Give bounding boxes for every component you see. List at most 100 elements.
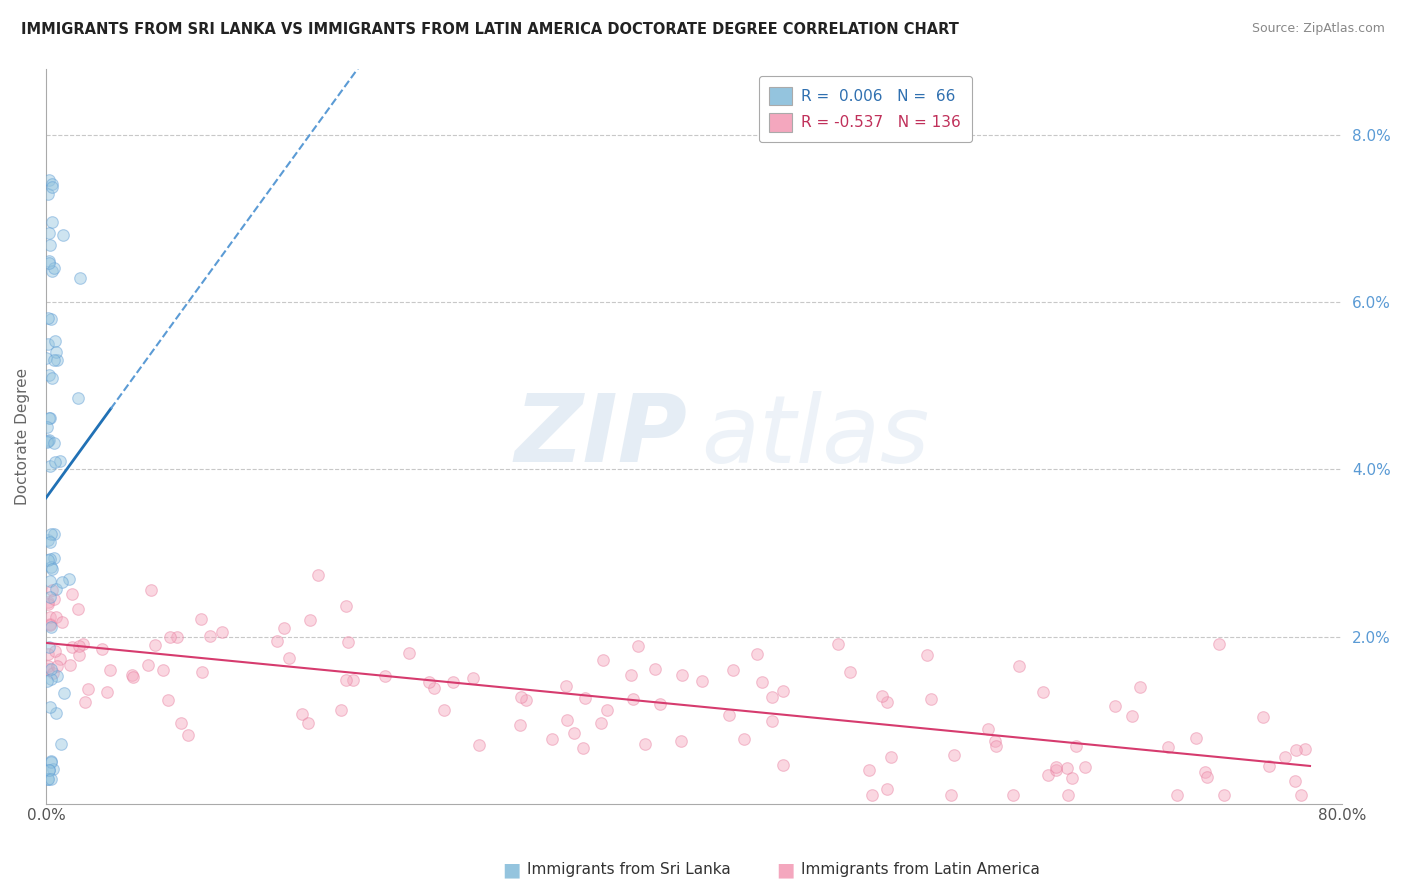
Point [747,647,769,661]
Point [1194,764,1216,779]
Point [468,738,491,752]
Point [1064,739,1087,753]
Point [939,789,962,803]
Point [1045,760,1067,774]
Point [53,685,76,699]
Text: Source: ZipAtlas.com: Source: ZipAtlas.com [1251,22,1385,36]
Point [692,673,714,688]
Point [42,261,65,276]
Point [648,697,671,711]
Point [876,695,898,709]
Point [1289,789,1312,803]
Point [41,583,63,598]
Point [1104,699,1126,714]
Point [307,567,329,582]
Point [39,673,62,687]
Point [38,411,60,425]
Point [37,658,59,673]
Point [96,684,118,698]
Point [38,253,60,268]
Point [41,264,63,278]
Point [77,681,100,696]
Point [920,692,942,706]
Point [592,653,614,667]
Point [39,620,62,634]
Point [373,669,395,683]
Point [41,562,63,576]
Point [596,703,619,717]
Point [73,695,96,709]
Point [515,693,537,707]
Point [136,657,159,672]
Point [37,597,59,611]
Point [39,754,62,768]
Point [39,410,62,425]
Point [761,690,783,705]
Point [35,351,58,365]
Point [633,737,655,751]
Point [37,662,59,676]
Point [139,582,162,597]
Point [44,334,66,348]
Point [540,732,562,747]
Point [273,621,295,635]
Point [1274,750,1296,764]
Point [441,674,464,689]
Point [572,740,595,755]
Y-axis label: Doctorate Degree: Doctorate Degree [15,368,30,505]
Point [38,640,60,654]
Point [121,670,143,684]
Point [839,665,862,679]
Point [627,639,650,653]
Point [37,772,59,786]
Point [45,582,67,597]
Point [555,713,578,727]
Point [39,590,62,604]
Point [1258,759,1281,773]
Point [37,434,59,449]
Point [38,368,60,382]
Point [91,642,114,657]
Point [42,527,65,541]
Point [159,630,181,644]
Point [1002,789,1025,803]
Point [60,640,83,655]
Point [38,433,60,447]
Point [564,726,586,740]
Point [42,353,65,368]
Point [190,612,212,626]
Point [1251,710,1274,724]
Point [721,663,744,677]
Point [1045,763,1067,777]
Point [38,552,60,566]
Point [621,691,644,706]
Point [432,703,454,717]
Point [751,675,773,690]
Point [1056,760,1078,774]
Point [39,312,62,326]
Point [39,535,62,549]
Point [45,609,67,624]
Point [37,772,59,786]
Point [38,173,60,187]
Point [37,647,59,661]
Point [342,673,364,688]
Point [152,663,174,677]
Point [860,789,883,803]
Point [827,637,849,651]
Point [198,629,221,643]
Point [880,750,903,764]
Point [67,602,90,616]
Point [39,662,62,676]
Point [39,574,62,589]
Point [44,455,66,469]
Point [39,617,62,632]
Point [191,665,214,680]
Point [38,256,60,270]
Point [44,644,66,658]
Legend: R =  0.006   N =  66, R = -0.537   N = 136: R = 0.006 N = 66, R = -0.537 N = 136 [759,76,972,143]
Point [337,635,360,649]
Point [277,651,299,665]
Point [121,668,143,682]
Point [41,371,63,385]
